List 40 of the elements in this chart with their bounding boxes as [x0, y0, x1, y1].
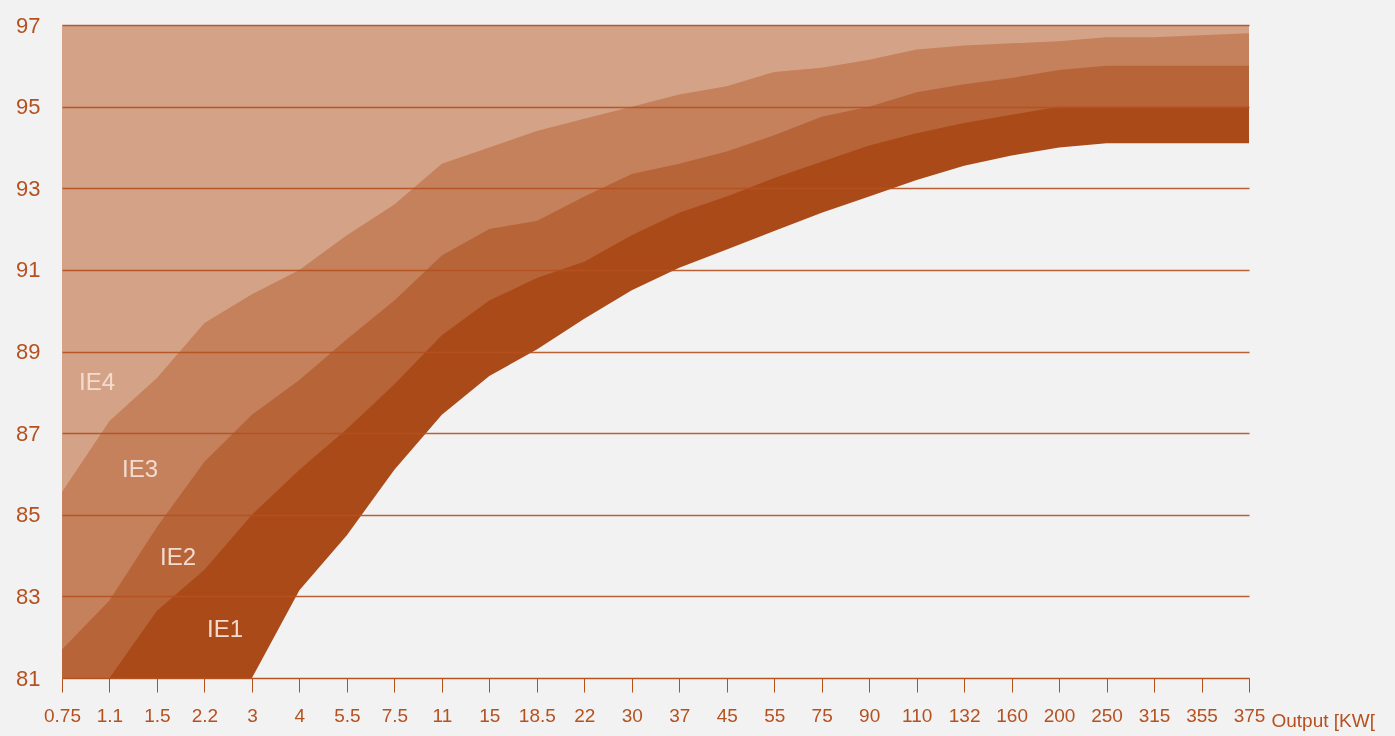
- y-tick-label: 93: [16, 175, 41, 201]
- x-tick-label: 18.5: [518, 704, 556, 726]
- x-tick-label: 3: [247, 704, 258, 726]
- y-tick-label: 89: [16, 339, 41, 364]
- series-label: IE1: [206, 615, 244, 642]
- x-tick-label: 2.2: [191, 704, 219, 726]
- series-label: IE3: [121, 455, 159, 482]
- x-tick-label: 90: [859, 704, 881, 726]
- x-tick-label: 37: [669, 704, 691, 726]
- x-tick-label: 75: [811, 704, 833, 726]
- x-tick-label: 1.5: [144, 704, 171, 726]
- y-tick-label: 91: [16, 257, 41, 283]
- x-tick-label: 200: [1043, 704, 1076, 726]
- x-tick-label: 355: [1186, 704, 1218, 726]
- y-tick-label: 83: [16, 583, 41, 609]
- x-tick-label: 4: [294, 704, 306, 726]
- x-axis-title: Output [KW[: [1271, 709, 1376, 731]
- y-tick-label: 97: [16, 12, 41, 38]
- x-tick-label: 375: [1233, 704, 1266, 726]
- x-tick-label: 160: [996, 704, 1028, 726]
- x-tick-label: 55: [764, 704, 786, 726]
- x-tick-label: 45: [716, 704, 738, 726]
- x-tick-label: 11: [432, 704, 453, 726]
- x-tick-label: 5.5: [334, 704, 361, 726]
- x-tick-label: 22: [574, 704, 596, 726]
- series-label: IE2: [159, 543, 197, 570]
- y-tick-label: 95: [16, 94, 41, 120]
- x-tick-label: 250: [1091, 704, 1123, 726]
- x-tick-label: 132: [948, 704, 981, 726]
- x-tick-label: 7.5: [381, 704, 409, 726]
- y-tick-label: 85: [16, 502, 41, 528]
- x-tick-label: 315: [1138, 704, 1171, 726]
- x-tick-label: 0.75: [44, 704, 81, 726]
- band-label: IE4: [78, 368, 116, 395]
- y-tick-label: 81: [16, 665, 41, 691]
- x-tick-label: 110: [901, 704, 933, 726]
- x-tick-label: 1.1: [96, 704, 124, 726]
- x-tick-label: 15: [479, 704, 501, 726]
- x-tick-label: 30: [621, 704, 643, 726]
- y-tick-label: 87: [16, 420, 41, 446]
